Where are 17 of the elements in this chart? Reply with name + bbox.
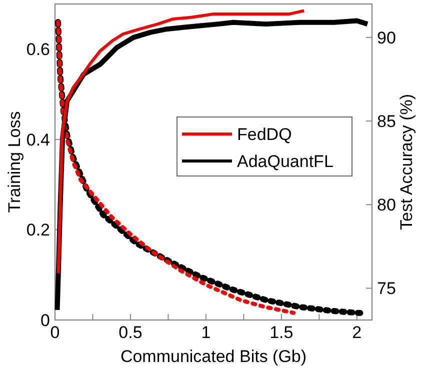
y2-tick-label: 85	[377, 112, 396, 132]
x-tick-label: 0.5	[118, 323, 142, 342]
y2-tick-label: 90	[377, 28, 396, 48]
y2-axis-title: Test Accuracy (%)	[397, 94, 416, 230]
y-axis-title: Training Loss	[5, 111, 24, 213]
x-tick-label: 1	[201, 323, 211, 342]
x-tick-label: 2	[352, 323, 362, 342]
y-tick-label: 0.2	[26, 220, 50, 240]
y-tick-label: 0	[40, 311, 50, 330]
x-tick-label: 1.5	[270, 323, 294, 342]
legend-label: AdaQuantFL	[237, 152, 334, 171]
y-tick-label: 0.4	[26, 130, 50, 150]
y2-tick-label: 80	[377, 196, 396, 215]
y-tick-label: 0.6	[26, 40, 50, 60]
x-axis-title: Communicated Bits (Gb)	[120, 347, 307, 366]
legend-label: FedDQ	[237, 125, 292, 144]
y2-tick-label: 75	[377, 279, 396, 298]
